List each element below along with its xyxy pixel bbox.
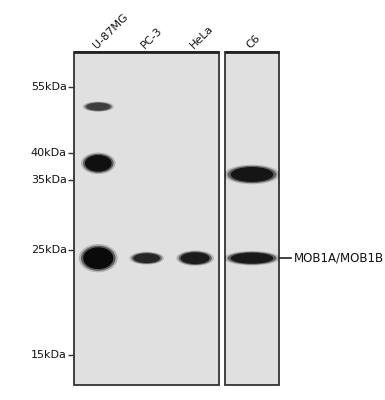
Text: PC-3: PC-3 [140,26,165,50]
Ellipse shape [228,252,276,264]
Ellipse shape [83,247,113,269]
Text: HeLa: HeLa [188,23,215,50]
Ellipse shape [131,252,162,264]
Ellipse shape [133,253,160,263]
Ellipse shape [85,155,112,172]
Ellipse shape [79,244,118,272]
Ellipse shape [176,250,214,266]
Ellipse shape [82,102,114,112]
Text: 35kDa: 35kDa [31,175,67,185]
FancyBboxPatch shape [225,52,279,385]
Text: MOB1A/MOB1B: MOB1A/MOB1B [293,252,383,265]
Ellipse shape [84,102,112,111]
Ellipse shape [81,246,116,271]
Ellipse shape [228,166,276,183]
Ellipse shape [83,154,114,173]
Text: 55kDa: 55kDa [31,82,67,92]
Text: 40kDa: 40kDa [31,148,67,158]
Text: U-87MG: U-87MG [91,12,130,50]
Ellipse shape [81,152,116,174]
Ellipse shape [86,103,110,111]
Text: C6: C6 [245,33,263,50]
Ellipse shape [224,251,280,265]
Ellipse shape [181,252,210,264]
Ellipse shape [129,252,164,265]
Text: 15kDa: 15kDa [31,350,67,360]
Ellipse shape [178,251,212,265]
Ellipse shape [231,167,273,182]
FancyBboxPatch shape [74,52,219,385]
Text: 25kDa: 25kDa [31,245,67,255]
Ellipse shape [231,253,273,264]
Ellipse shape [224,165,280,184]
